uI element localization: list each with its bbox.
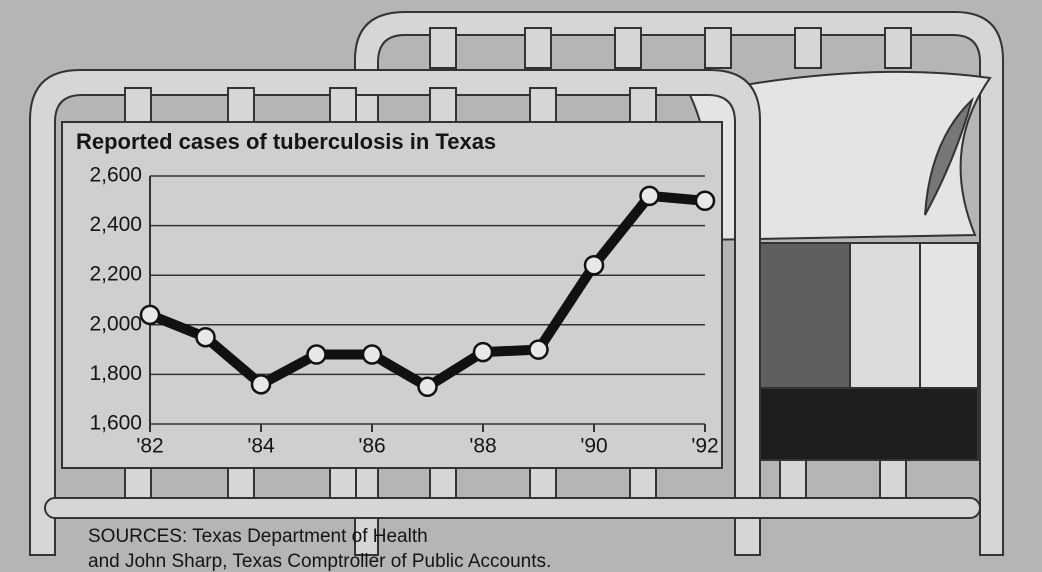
y-tick-label: 2,000 [89,312,142,335]
x-tick-label: '92 [691,435,718,458]
chart-title: Reported cases of tuberculosis in Texas [76,129,496,154]
data-point [641,187,659,205]
data-point [141,306,159,324]
page: Reported cases of tuberculosis in Texas … [0,0,1042,572]
data-point [363,346,381,364]
y-tick-label: 1,600 [89,412,142,435]
data-point [197,328,215,346]
data-point [585,256,603,274]
chart-panel [62,122,722,468]
x-tick-label: '90 [580,435,607,458]
data-point [530,341,548,359]
x-tick-label: '84 [247,435,275,458]
x-tick-label: '88 [469,435,496,458]
data-point [419,378,437,396]
x-tick-label: '82 [136,435,163,458]
y-tick-label: 1,800 [89,362,142,385]
data-point [696,192,714,210]
x-tick-label: '86 [358,435,385,458]
source-note: and John Sharp, Texas Comptroller of Pub… [88,551,551,572]
y-tick-label: 2,600 [89,164,142,187]
data-point [308,346,326,364]
data-point [252,375,270,393]
y-tick-label: 2,400 [89,213,142,236]
y-tick-label: 2,200 [89,263,142,286]
source-note: SOURCES: Texas Department of Health [88,526,428,547]
chart: Reported cases of tuberculosis in Texas … [0,0,1042,572]
data-point [474,343,492,361]
